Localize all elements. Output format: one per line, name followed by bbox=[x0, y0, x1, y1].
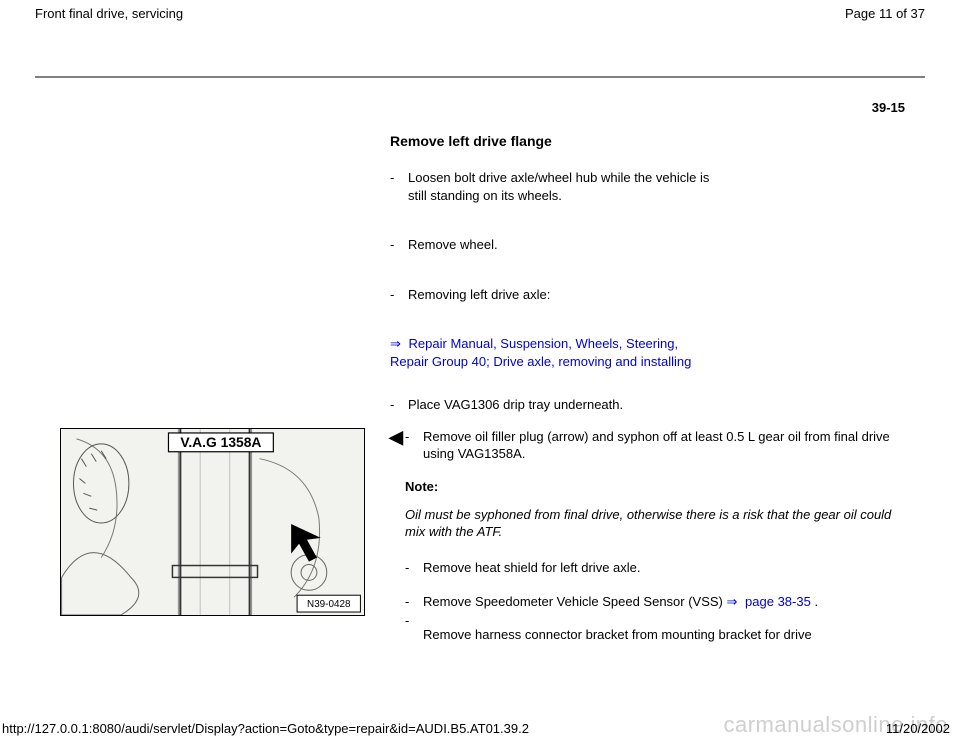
step-text-pre: Remove Speedometer Vehicle Speed Sensor … bbox=[423, 594, 727, 609]
bullet-dash: - bbox=[405, 593, 409, 611]
bullet-dash: - bbox=[390, 236, 394, 254]
bullet-dash: - bbox=[390, 396, 394, 414]
step-text-post: . bbox=[811, 594, 818, 609]
step-text: Loosen bolt drive axle/wheel hub while t… bbox=[408, 170, 709, 203]
note-label: Note: bbox=[405, 479, 900, 494]
section-number: 39-15 bbox=[35, 100, 925, 115]
bullet-dash: - bbox=[405, 559, 409, 577]
arrow-icon: ⇒ bbox=[390, 336, 401, 351]
lower-row: V.A.G 1358A N39-0428 ◀ - Remove oil fill… bbox=[35, 428, 925, 644]
figure-illustration: V.A.G 1358A N39-0428 bbox=[60, 428, 365, 616]
repair-manual-link[interactable]: Repair Manual, Suspension, Wheels, Steer… bbox=[390, 336, 691, 369]
bullet-dash: - bbox=[390, 169, 394, 187]
figure-tool-label: V.A.G 1358A bbox=[180, 434, 261, 450]
content-area: Remove left drive flange - Loosen bolt d… bbox=[35, 133, 925, 644]
step-text: Remove heat shield for left drive axle. bbox=[423, 560, 641, 575]
step-text: Place VAG1306 drip tray underneath. bbox=[408, 397, 623, 412]
bullet-dash: - bbox=[405, 612, 409, 630]
step-text: Removing left drive axle: bbox=[408, 287, 550, 302]
step-5: - Remove oil filler plug (arrow) and syp… bbox=[405, 428, 900, 463]
note-body: Oil must be syphoned from final drive, o… bbox=[405, 506, 900, 541]
arrow-icon: ⇒ bbox=[727, 594, 738, 609]
step-1: - Loosen bolt drive axle/wheel hub while… bbox=[390, 169, 710, 204]
footer-date: 11/20/2002 bbox=[886, 721, 950, 736]
bullet-dash: - bbox=[405, 428, 409, 446]
figure-ref-label: N39-0428 bbox=[307, 599, 351, 610]
reference-link-row: ⇒ Repair Manual, Suspension, Wheels, Ste… bbox=[390, 335, 710, 370]
page-header: Front final drive, servicing Page 11 of … bbox=[35, 0, 925, 21]
horizontal-rule bbox=[35, 76, 925, 78]
step-text: Remove oil filler plug (arrow) and sypho… bbox=[423, 429, 890, 462]
footer-url: http://127.0.0.1:8080/audi/servlet/Displ… bbox=[2, 721, 529, 736]
step-text: Remove wheel. bbox=[408, 237, 498, 252]
page-number-label: Page 11 of 37 bbox=[845, 6, 925, 21]
page-root: Front final drive, servicing Page 11 of … bbox=[0, 0, 960, 742]
step-7: - Remove Speedometer Vehicle Speed Senso… bbox=[405, 593, 900, 611]
step-2: - Remove wheel. bbox=[390, 236, 710, 254]
instructions-narrow: Remove left drive flange - Loosen bolt d… bbox=[390, 133, 710, 414]
step-4: - Place VAG1306 drip tray underneath. bbox=[390, 396, 710, 414]
step-8: - Remove harness connector bracket from … bbox=[405, 626, 900, 644]
bullet-dash: - bbox=[390, 286, 394, 304]
step-6: - Remove heat shield for left drive axle… bbox=[405, 559, 900, 577]
step-text: Remove harness connector bracket from mo… bbox=[423, 627, 812, 642]
doc-title: Front final drive, servicing bbox=[35, 6, 183, 21]
instructions-wide: - Remove oil filler plug (arrow) and syp… bbox=[405, 428, 925, 644]
pointer-icon: ◀ bbox=[383, 428, 405, 446]
section-heading: Remove left drive flange bbox=[390, 133, 710, 149]
page-ref-link[interactable]: page 38-35 bbox=[745, 594, 811, 609]
figure-svg: V.A.G 1358A N39-0428 bbox=[61, 429, 364, 615]
step-3: - Removing left drive axle: bbox=[390, 286, 710, 304]
